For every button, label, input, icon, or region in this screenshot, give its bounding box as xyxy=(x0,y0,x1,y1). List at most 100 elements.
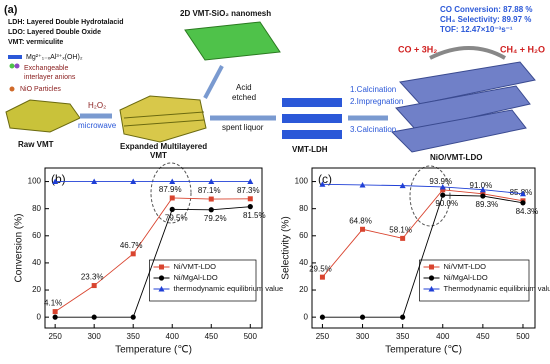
legend-swatch xyxy=(9,86,15,92)
ldo-layer xyxy=(390,109,527,153)
point xyxy=(130,251,136,257)
y-tick-label: 60 xyxy=(32,231,41,240)
arrow xyxy=(429,46,506,60)
reaction: CH₄ + H₂O xyxy=(500,44,545,54)
point xyxy=(319,274,325,280)
arrow xyxy=(203,65,224,99)
x-tick-label: 500 xyxy=(244,332,258,341)
step-label: Raw VMT xyxy=(18,140,54,149)
x-tick-label: 450 xyxy=(205,332,219,341)
step-label: H₂O₂ xyxy=(88,101,106,110)
point xyxy=(247,178,254,185)
y-tick-label: 40 xyxy=(299,258,308,267)
layer xyxy=(123,119,205,127)
y-tick-label: 80 xyxy=(299,204,308,213)
point xyxy=(91,178,98,185)
step-label: Acid xyxy=(236,83,252,92)
result-text: TOF: 12.47×10⁻³s⁻¹ xyxy=(440,25,513,34)
value-label: 87.3% xyxy=(237,186,260,195)
series-line xyxy=(322,183,524,195)
point xyxy=(520,200,526,206)
x-tick-label: 300 xyxy=(356,332,370,341)
y-axis-label: Selectivity (%) xyxy=(281,216,292,279)
y-axis-label: Conversion (%) xyxy=(14,214,25,283)
point xyxy=(52,178,59,185)
value-label: 29.5% xyxy=(309,264,332,273)
legend-text: interlayer anions xyxy=(24,74,76,81)
y-tick-label: 100 xyxy=(295,177,309,186)
series-line xyxy=(55,206,251,318)
panel-label: (c) xyxy=(318,172,332,186)
y-tick-label: 20 xyxy=(32,285,41,294)
legend-swatch xyxy=(8,55,22,59)
point xyxy=(519,190,526,197)
highlight xyxy=(409,165,451,227)
value-label: 84.3% xyxy=(516,207,539,216)
y-tick-label: 60 xyxy=(299,231,308,240)
legend-label: Ni/VMT-LDO xyxy=(444,262,487,271)
legend-swatch xyxy=(14,63,20,69)
step-label: spent liquor xyxy=(222,123,264,132)
step-label: NiO/VMT-LDO xyxy=(430,153,482,162)
x-tick-label: 500 xyxy=(516,332,530,341)
point xyxy=(428,286,435,292)
panel-label: (a) xyxy=(4,4,18,16)
point xyxy=(360,226,366,232)
layer xyxy=(123,111,205,119)
legend-text: Mg²⁺₁₋ₓAl³⁺ₓ(OH)₂ xyxy=(26,54,83,61)
y-tick-label: 20 xyxy=(299,285,308,294)
value-label: 85.8% xyxy=(510,188,533,197)
x-tick-label: 400 xyxy=(166,332,180,341)
point xyxy=(52,314,58,320)
point xyxy=(52,309,58,315)
legend-text: Exchangeable xyxy=(24,65,68,72)
ldo-layer xyxy=(395,85,531,131)
point xyxy=(400,235,406,241)
legend-text: NiO Particles xyxy=(20,86,61,93)
point xyxy=(247,196,253,202)
point xyxy=(428,275,435,281)
series-line xyxy=(322,194,524,318)
point xyxy=(480,193,486,199)
value-label: 87.9% xyxy=(159,185,182,194)
schematic xyxy=(5,21,536,153)
legend-text: LDH: Layered Double Hydrotalacid xyxy=(8,19,124,26)
point xyxy=(130,314,136,320)
point xyxy=(208,207,214,213)
step-label: 2D VMT-SiO₂ nanomesh xyxy=(180,9,271,18)
y-tick-label: 100 xyxy=(28,177,42,186)
point xyxy=(158,275,165,281)
step-label: etched xyxy=(232,93,256,102)
expanded-vmt xyxy=(119,95,207,143)
raw-vmt xyxy=(5,99,81,133)
value-label: 4.1% xyxy=(44,299,62,308)
x-axis-label: Temperature (℃) xyxy=(385,345,462,356)
value-label: 79.2% xyxy=(204,214,227,223)
legend-swatch xyxy=(9,63,15,69)
value-label: 81.5% xyxy=(243,211,266,220)
legend-label: Ni/MgAl-LDO xyxy=(444,273,488,282)
x-tick-label: 250 xyxy=(316,332,330,341)
value-label: 87.1% xyxy=(198,186,221,195)
reaction: CO + 3H₂ xyxy=(398,44,437,54)
point xyxy=(479,186,486,193)
value-label: 93.9% xyxy=(429,177,452,186)
legend-label: Ni/MgAl-LDO xyxy=(174,273,218,282)
value-label: 64.8% xyxy=(349,216,372,225)
value-label: 46.7% xyxy=(120,241,143,250)
point xyxy=(158,286,165,292)
point xyxy=(247,204,253,210)
point xyxy=(91,283,97,289)
point xyxy=(208,196,214,202)
value-label: 91.0% xyxy=(470,181,493,190)
ldh-layer xyxy=(282,98,342,107)
x-axis-label: Temperature (℃) xyxy=(115,345,192,356)
step-label: 2.Impregnation xyxy=(350,97,403,106)
point xyxy=(159,264,164,270)
step-label: microwave xyxy=(78,121,117,130)
step-label: 1.Calcination xyxy=(350,85,396,94)
x-tick-label: 350 xyxy=(127,332,141,341)
result-text: CO Conversion: 87.88 % xyxy=(440,5,532,14)
result-text: CH₄ Selectivity: 89.97 % xyxy=(440,15,531,24)
x-tick-label: 300 xyxy=(87,332,101,341)
